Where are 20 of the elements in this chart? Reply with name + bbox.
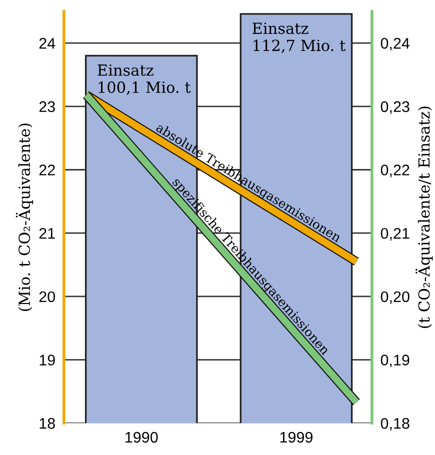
y-tick-label: 20: [39, 291, 56, 302]
y-tick-label: 24: [39, 38, 56, 49]
x-tick-label: 1999: [280, 432, 312, 443]
y2-tick-label: 0,24: [380, 38, 410, 51]
y-tick-label: 21: [39, 228, 55, 239]
y-tick-label: 22: [39, 164, 55, 176]
y-tick-label: 23: [39, 101, 55, 112]
x-tick-label: 1990: [126, 432, 158, 443]
annotation: Einsatz 112,7 Mio. t: [252, 22, 346, 54]
y2-tick-label: 0,18: [380, 418, 410, 431]
y-tick-label: 19: [40, 354, 55, 366]
y-tick-label: 18: [40, 418, 55, 429]
y-axis-title: (Mio. t CO₂-Äquivalente): [16, 124, 34, 311]
y2-axis-title: (t CO₂-Äquivalente/t Einsatz): [416, 106, 433, 328]
y2-tick-label: 0,22: [380, 164, 410, 178]
y2-tick-label: 0,23: [380, 101, 410, 114]
annotation: Einsatz 100,1 Mio. t: [98, 64, 191, 95]
y2-tick-label: 0,20: [380, 291, 410, 304]
y2-tick-label: 0,19: [380, 354, 410, 368]
y2-tick-label: 0,21: [380, 228, 410, 241]
